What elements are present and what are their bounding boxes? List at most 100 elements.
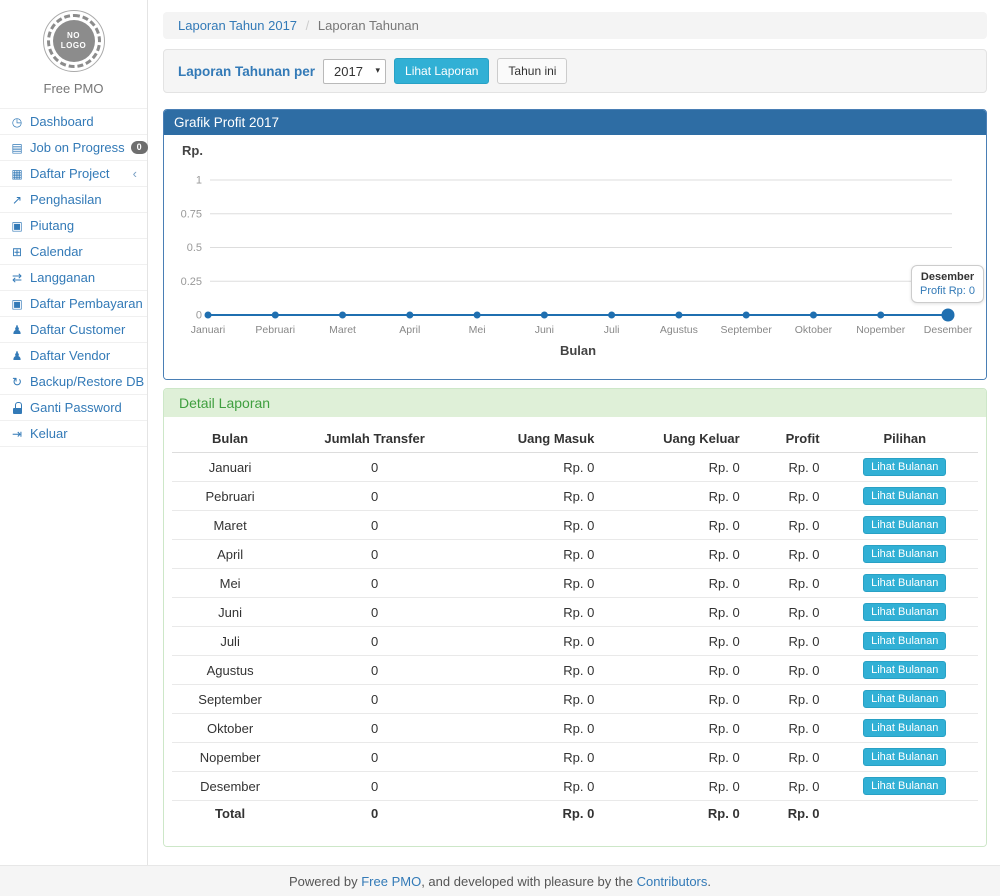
view-month-button-desember[interactable]: Lihat Bulanan <box>863 777 947 796</box>
sidebar-item-label: Daftar Customer <box>30 322 126 337</box>
sidebar-item-calendar[interactable]: ⊞ Calendar <box>0 239 147 265</box>
footer-brand-link[interactable]: Free PMO <box>361 873 422 889</box>
chart-point-agustus[interactable] <box>675 311 683 319</box>
profit-line-chart: Rp. 0 0.25 0.5 0.75 1 Januari Pebruari Maret Apri… <box>181 143 973 358</box>
cell-total-uang-keluar: Rp. 0 <box>707 806 740 822</box>
chart-point-januari[interactable] <box>204 311 212 319</box>
y-tick-label: 0.5 <box>187 242 202 254</box>
chart-point-oktober[interactable] <box>809 311 817 319</box>
breadcrumb-link[interactable]: Laporan Tahun 2017 <box>178 18 298 33</box>
view-month-button-pebruari[interactable]: Lihat Bulanan <box>863 487 947 506</box>
view-month-button-oktober[interactable]: Lihat Bulanan <box>863 719 947 738</box>
cell-bulan: April <box>172 539 289 570</box>
cell-profit: Rp. 0 <box>751 713 832 744</box>
cell-uang-keluar: Rp. 0 <box>606 481 752 512</box>
sidebar-item-daftar-pembayaran[interactable]: ▣ Daftar Pembayaran <box>0 291 147 317</box>
brand-name: Free PMO <box>43 81 104 96</box>
view-month-button-januari[interactable]: Lihat Bulanan <box>863 458 947 477</box>
footer-text: Powered by Free PMO, and developed with … <box>289 874 711 889</box>
x-tick-label: Oktober <box>795 324 833 336</box>
sidebar-item-daftar-project[interactable]: ▦ Daftar Project ‹ <box>0 161 147 187</box>
chart-tooltip: Desember Profit Rp: 0 <box>911 265 985 304</box>
table-row-juli: Juli 0 Rp. 0 Rp. 0 Rp. 0 Lihat Bulanan <box>172 626 978 657</box>
footer-middle: , and developed with pleasure by the <box>421 873 637 889</box>
chart-point-maret[interactable] <box>339 311 347 319</box>
logo-line2: LOGO <box>60 41 87 50</box>
cell-uang-keluar: Rp. 0 <box>606 568 752 599</box>
breadcrumb-separator: / <box>305 18 310 33</box>
chart-point-juni[interactable] <box>540 311 548 319</box>
y-tick-label: 1 <box>196 175 202 187</box>
view-month-button-mei[interactable]: Lihat Bulanan <box>863 574 947 593</box>
profit-chart-panel: Grafik Profit 2017 Rp. 0 0.25 0.5 0.75 1 Janua… <box>163 109 987 381</box>
sidebar-item-job-on-progress[interactable]: ▤ Job on Progress 0 <box>0 135 148 161</box>
sidebar-item-penghasilan[interactable]: ↗ Penghasilan <box>0 187 147 213</box>
view-month-button-juni[interactable]: Lihat Bulanan <box>863 603 947 622</box>
chart-point-nopember[interactable] <box>877 311 885 319</box>
view-month-button-april[interactable]: Lihat Bulanan <box>863 545 947 564</box>
page-footer: Powered by Free PMO, and developed with … <box>0 865 1000 896</box>
cell-uang-masuk: Rp. 0 <box>460 539 607 570</box>
sidebar-item-daftar-customer[interactable]: ♟ Daftar Customer <box>0 317 147 343</box>
money-icon: ▣ <box>11 218 23 233</box>
table-row-maret: Maret 0 Rp. 0 Rp. 0 Rp. 0 Lihat Bulanan <box>172 510 978 541</box>
view-month-button-nopember[interactable]: Lihat Bulanan <box>863 748 947 767</box>
chart-point-pebruari[interactable] <box>271 311 279 319</box>
cell-pilihan: Lihat Bulanan <box>831 568 978 599</box>
chart-panel-title: Grafik Profit 2017 <box>164 110 986 136</box>
year-select[interactable]: 2017 <box>323 58 387 84</box>
sidebar-item-label: Backup/Restore DB <box>30 374 145 389</box>
sidebar-item-daftar-vendor[interactable]: ♟ Daftar Vendor <box>0 343 147 369</box>
table-row-pebruari: Pebruari 0 Rp. 0 Rp. 0 Rp. 0 Lihat Bulanan <box>172 481 978 512</box>
cell-total-uang-masuk: Rp. 0 <box>562 806 595 822</box>
chart-point-mei[interactable] <box>473 311 481 319</box>
current-year-button[interactable]: Tahun ini <box>497 58 568 85</box>
sidebar-item-piutang[interactable]: ▣ Piutang <box>0 213 147 239</box>
cell-uang-masuk: Rp. 0 <box>460 684 607 715</box>
cell-uang-keluar: Rp. 0 <box>606 626 752 657</box>
sidebar-item-ganti-password[interactable]: Ganti Password <box>0 395 147 421</box>
chart-point-september[interactable] <box>742 311 750 319</box>
cell-uang-keluar: Rp. 0 <box>606 713 752 744</box>
cell-profit: Rp. 0 <box>751 597 832 628</box>
cell-bulan: Juni <box>172 597 289 628</box>
cell-bulan: Pebruari <box>172 481 289 512</box>
cell-profit: Rp. 0 <box>751 684 832 715</box>
view-month-button-juli[interactable]: Lihat Bulanan <box>863 632 947 651</box>
chart-point-juli[interactable] <box>608 311 616 319</box>
chart-point-april[interactable] <box>406 311 414 319</box>
sidebar-item-label: Daftar Vendor <box>30 348 111 363</box>
sidebar-item-label: Penghasilan <box>30 192 102 207</box>
cell-uang-masuk: Rp. 0 <box>460 771 607 802</box>
main-content: Laporan Tahun 2017 / Laporan Tahunan Lap… <box>148 0 1000 866</box>
cell-profit: Rp. 0 <box>751 452 832 483</box>
cell-jumlah-transfer: 0 <box>288 452 461 483</box>
table-row-januari: Januari 0 Rp. 0 Rp. 0 Rp. 0 Lihat Bulanan <box>172 452 978 483</box>
sidebar-item-backup-restore-db[interactable]: ↻ Backup/Restore DB <box>0 369 147 395</box>
cell-jumlah-transfer: 0 <box>288 510 461 541</box>
view-month-button-maret[interactable]: Lihat Bulanan <box>863 516 947 535</box>
cell-bulan: Desember <box>172 771 289 802</box>
app-logo: NO LOGO <box>42 10 105 72</box>
sidebar: NO LOGO Free PMO ◷ Dashboard ▤ Job on Progr… <box>0 0 148 866</box>
sidebar-item-dashboard[interactable]: ◷ Dashboard <box>0 109 147 135</box>
cell-jumlah-transfer: 0 <box>288 655 461 686</box>
footer-contributors-link[interactable]: Contributors <box>636 873 708 889</box>
cell-bulan: Maret <box>172 510 289 541</box>
chart-point-desember[interactable] <box>941 308 955 322</box>
cell-total-profit: Rp. 0 <box>787 806 820 822</box>
users-icon: ♟ <box>11 322 23 337</box>
cell-bulan: Oktober <box>172 713 289 744</box>
view-month-button-september[interactable]: Lihat Bulanan <box>863 690 947 709</box>
view-report-button[interactable]: Lihat Laporan <box>394 58 490 85</box>
report-table: Bulan Jumlah Transfer Uang Masuk Uang Ke… <box>172 425 978 826</box>
cell-uang-masuk: Rp. 0 <box>460 713 607 744</box>
view-month-button-agustus[interactable]: Lihat Bulanan <box>863 661 947 680</box>
col-header-uang-keluar: Uang Keluar <box>606 425 752 454</box>
cell-uang-keluar: Rp. 0 <box>606 684 752 715</box>
money-icon: ▣ <box>11 296 23 311</box>
detail-report-panel: Detail Laporan Bulan Jumlah Transfer Uan… <box>163 388 987 848</box>
sidebar-item-langganan[interactable]: ⇄ Langganan <box>0 265 147 291</box>
sidebar-item-keluar[interactable]: ⇥ Keluar <box>0 421 147 447</box>
tasks-icon: ▤ <box>11 140 23 155</box>
